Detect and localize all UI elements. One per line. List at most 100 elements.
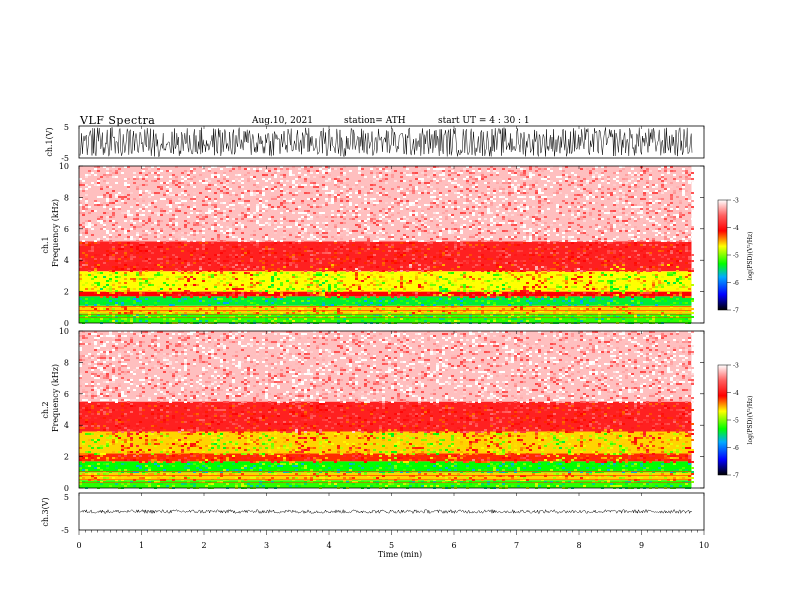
spectral-pixel [364,224,367,226]
spectral-pixel [166,182,169,184]
spectral-pixel [241,226,244,228]
spectral-pixel [382,234,385,236]
spectral-pixel [226,188,229,190]
spectral-pixel [328,194,331,196]
spectral-pixel [196,318,199,320]
spectral-pixel [310,234,313,236]
spectral-pixel [127,194,130,196]
spectral-pixel [115,320,118,322]
spectral-pixel [427,204,430,206]
spectral-pixel [454,170,457,172]
spectral-pixel [247,254,250,256]
spectral-pixel [202,170,205,172]
spectral-pixel [277,182,280,184]
spectral-pixel [478,176,481,178]
spectral-pixel [370,310,373,312]
spectral-pixel [508,262,511,264]
spectral-pixel [85,288,88,290]
spectral-pixel [247,286,250,288]
spectral-pixel [283,202,286,204]
spectral-pixel [313,212,316,214]
spectral-pixel [127,316,130,318]
spectral-pixel [355,284,358,286]
spectral-pixel [175,224,178,226]
spectral-pixel [109,308,112,310]
spectral-pixel [379,194,382,196]
spectral-pixel [538,260,541,262]
spectral-pixel [388,290,391,292]
spectral-pixel [433,306,436,308]
spectral-pixel [121,318,124,320]
spectral-pixel [121,196,124,198]
spectral-pixel [490,212,493,214]
spectral-pixel [523,182,526,184]
spectral-pixel [124,228,127,230]
spectral-pixel [346,196,349,198]
spectral-pixel [157,286,160,288]
spectral-pixel [241,298,244,300]
spectral-pixel [460,170,463,172]
spectral-pixel [109,288,112,290]
spectral-pixel [322,188,325,190]
spectral-pixel [340,208,343,210]
spectral-pixel [319,306,322,308]
spectral-pixel [535,266,538,268]
station-label: station= ATH [344,116,406,126]
spectral-pixel [511,170,514,172]
spectral-pixel [307,286,310,288]
spectral-pixel [430,294,433,296]
spectral-pixel [196,212,199,214]
spectral-pixel [469,200,472,202]
spectral-pixel [313,280,316,282]
spectral-pixel [568,250,571,252]
spectral-pixel [607,192,610,194]
spectral-pixel [427,300,430,302]
spectral-pixel [250,190,253,192]
spectral-pixel [385,310,388,312]
spectral-pixel [604,274,607,276]
spectral-pixel [106,320,109,322]
spectral-pixel [607,182,610,184]
spectral-pixel [562,170,565,172]
spectral-pixel [532,184,535,186]
spectral-pixel [604,260,607,262]
spectral-pixel [388,210,391,212]
spectral-pixel [574,216,577,218]
spectral-pixel [589,192,592,194]
spectral-pixel [442,170,445,172]
spectral-pixel [316,272,319,274]
spectral-pixel [475,208,478,210]
spectral-pixel [526,312,529,314]
spectral-pixel [262,192,265,194]
spectral-pixel [574,186,577,188]
spectral-pixel [565,302,568,304]
spectral-pixel [514,274,517,276]
spectral-pixel [241,186,244,188]
spectral-pixel [376,280,379,282]
spectral-pixel [274,172,277,174]
spectral-pixel [133,316,136,318]
spectral-pixel [322,230,325,232]
spectral-pixel [463,246,466,248]
spectral-pixel [526,240,529,242]
spectral-pixel [166,170,169,172]
spectral-pixel [187,210,190,212]
spectral-pixel [589,280,592,282]
spectral-pixel [316,236,319,238]
spectral-pixel [289,284,292,286]
spectral-pixel [259,228,262,230]
spectral-pixel [94,260,97,262]
spectral-pixel [277,226,280,228]
spectral-pixel [484,292,487,294]
spectral-pixel [424,220,427,222]
spectral-pixel [127,290,130,292]
spectral-pixel [211,242,214,244]
spectral-pixel [433,216,436,218]
spectral-pixel [421,216,424,218]
spectral-pixel [232,182,235,184]
spectral-pixel [124,278,127,280]
spectral-pixel [301,302,304,304]
spectral-pixel [397,198,400,200]
spectral-pixel [79,280,82,282]
spectral-pixel [199,242,202,244]
